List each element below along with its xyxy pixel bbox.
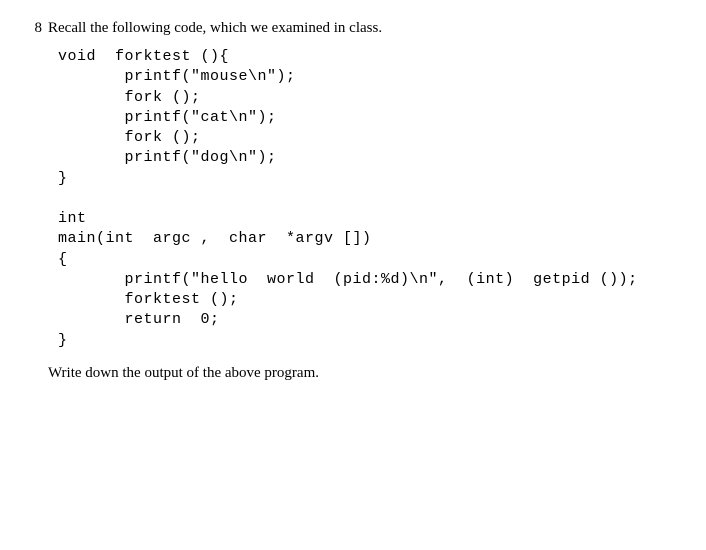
question-number: 8 bbox=[20, 20, 42, 37]
question-intro-text: Recall the following code, which we exam… bbox=[48, 20, 676, 37]
question-content: Recall the following code, which we exam… bbox=[48, 20, 676, 382]
code-block: void forktest (){ printf("mouse\n"); for… bbox=[58, 47, 676, 351]
question-container: 8 Recall the following code, which we ex… bbox=[20, 20, 676, 382]
question-closing-text: Write down the output of the above progr… bbox=[48, 365, 676, 382]
